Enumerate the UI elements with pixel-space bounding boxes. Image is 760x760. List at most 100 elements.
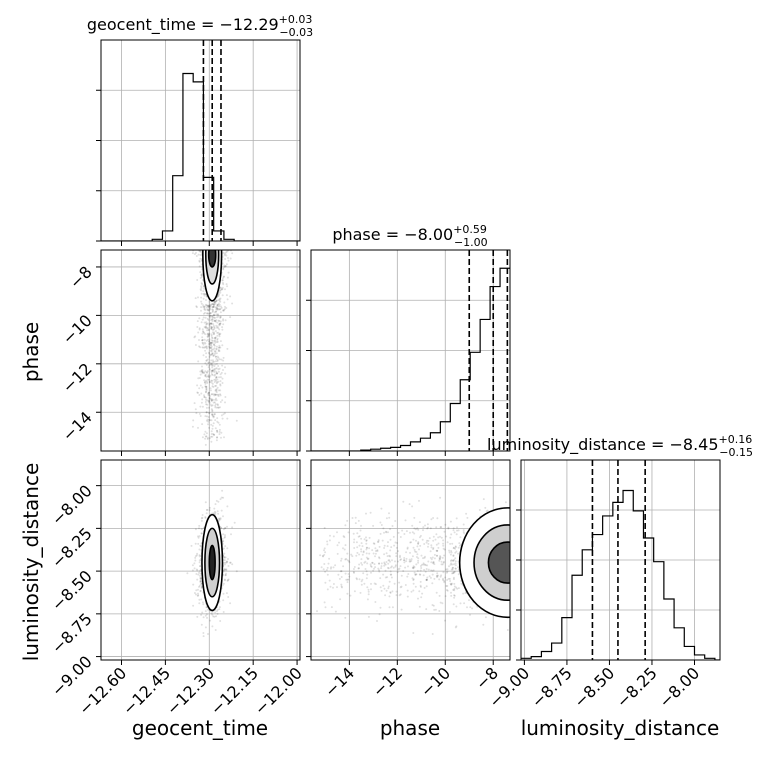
sample-point bbox=[221, 364, 224, 367]
sample-point bbox=[214, 336, 217, 339]
sample-point bbox=[484, 616, 487, 619]
sample-point bbox=[210, 315, 213, 318]
sample-point bbox=[196, 326, 199, 328]
sample-point bbox=[218, 430, 221, 433]
sample-point bbox=[213, 245, 215, 247]
sample-point bbox=[211, 382, 214, 385]
density-fill bbox=[488, 542, 510, 584]
sample-point bbox=[191, 252, 194, 255]
sample-point bbox=[344, 616, 347, 619]
sample-point bbox=[209, 312, 212, 315]
sample-point bbox=[445, 568, 448, 571]
sample-point bbox=[198, 412, 201, 415]
sample-point bbox=[216, 331, 219, 334]
sample-point bbox=[200, 321, 203, 324]
sample-point bbox=[191, 425, 194, 428]
sample-point bbox=[207, 247, 209, 249]
sample-point bbox=[227, 578, 230, 581]
sample-point bbox=[424, 524, 426, 527]
sample-point bbox=[512, 548, 514, 550]
sample-point bbox=[321, 554, 324, 557]
sample-point bbox=[211, 340, 214, 342]
sample-point bbox=[207, 319, 210, 321]
sample-point bbox=[218, 247, 220, 249]
density-fill bbox=[208, 250, 216, 267]
sample-point bbox=[206, 371, 209, 374]
sample-point bbox=[340, 576, 343, 578]
sample-point bbox=[222, 319, 225, 322]
sample-point bbox=[213, 336, 216, 339]
sample-point bbox=[214, 427, 217, 430]
sample-point bbox=[209, 363, 212, 366]
sample-point bbox=[394, 560, 396, 563]
sample-point bbox=[198, 339, 200, 341]
sample-point bbox=[214, 389, 217, 392]
sample-point bbox=[222, 275, 225, 278]
sample-point bbox=[356, 578, 358, 581]
sample-point bbox=[207, 633, 209, 635]
sample-point bbox=[206, 382, 209, 384]
sample-point bbox=[411, 505, 414, 508]
sample-point bbox=[204, 311, 206, 314]
sample-point bbox=[210, 347, 213, 350]
sample-point bbox=[387, 562, 390, 565]
sample-point bbox=[344, 558, 347, 561]
sample-point bbox=[379, 606, 382, 609]
sample-point bbox=[226, 579, 229, 582]
sample-point bbox=[196, 578, 199, 581]
sample-point bbox=[208, 312, 211, 315]
sample-point bbox=[205, 380, 208, 383]
sample-point bbox=[211, 247, 213, 249]
sample-point bbox=[209, 403, 212, 406]
sample-point bbox=[469, 606, 472, 609]
sample-point bbox=[366, 573, 369, 576]
sample-point bbox=[431, 633, 434, 635]
sample-point bbox=[222, 533, 225, 536]
sample-point bbox=[223, 266, 226, 268]
sample-point bbox=[219, 393, 222, 396]
sample-point bbox=[413, 532, 416, 535]
sample-point bbox=[218, 247, 220, 249]
sample-point bbox=[203, 305, 206, 308]
sample-point bbox=[200, 296, 203, 299]
sample-point bbox=[219, 346, 222, 349]
sample-point bbox=[223, 436, 225, 439]
sample-point bbox=[206, 308, 209, 311]
sample-point bbox=[446, 579, 449, 581]
sample-point bbox=[399, 593, 402, 596]
sample-point bbox=[405, 551, 408, 554]
sample-point bbox=[200, 532, 203, 535]
sample-point bbox=[201, 332, 204, 335]
density-marks bbox=[316, 496, 514, 635]
sample-point bbox=[192, 604, 195, 607]
sample-point bbox=[453, 582, 456, 585]
sample-point bbox=[213, 360, 215, 363]
sample-point bbox=[194, 335, 197, 338]
sample-point bbox=[398, 581, 401, 584]
sample-point bbox=[216, 339, 219, 341]
sample-point bbox=[383, 544, 386, 547]
sample-point bbox=[215, 384, 218, 387]
sample-point bbox=[391, 525, 394, 527]
sample-point bbox=[213, 303, 215, 306]
sample-point bbox=[394, 541, 397, 544]
sample-point bbox=[217, 331, 220, 334]
sample-point bbox=[217, 315, 220, 318]
sample-point bbox=[207, 399, 210, 402]
sample-point bbox=[205, 398, 207, 401]
sample-point bbox=[210, 393, 213, 396]
sample-point bbox=[222, 515, 224, 518]
sample-point bbox=[210, 400, 213, 402]
sample-point bbox=[203, 292, 206, 295]
sample-point bbox=[202, 247, 204, 249]
sample-point bbox=[399, 536, 402, 538]
sample-point bbox=[453, 570, 456, 573]
sample-point bbox=[351, 555, 354, 558]
sample-point bbox=[214, 350, 217, 353]
sample-point bbox=[410, 590, 413, 593]
sample-point bbox=[452, 576, 455, 579]
y-tick-label: −8.25 bbox=[48, 524, 96, 572]
sample-point bbox=[206, 312, 209, 315]
sample-point bbox=[209, 619, 212, 622]
sample-point bbox=[387, 541, 389, 544]
